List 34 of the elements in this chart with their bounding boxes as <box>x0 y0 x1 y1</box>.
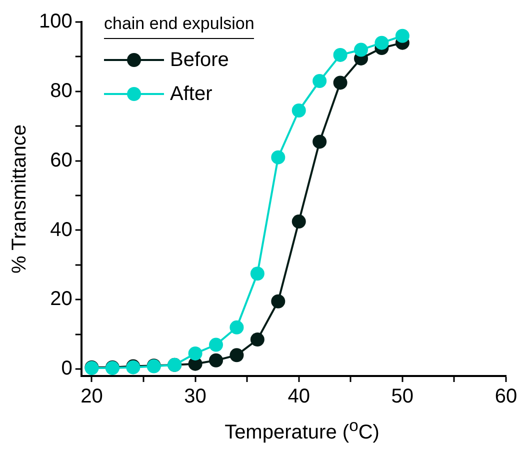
y-tick-label: 100 <box>38 10 72 33</box>
legend-label: After <box>170 82 212 106</box>
point <box>292 104 306 118</box>
x-tick-label: 50 <box>391 386 414 408</box>
point <box>209 353 224 368</box>
point <box>188 346 202 360</box>
y-tick-label: 80 <box>50 80 72 102</box>
point <box>209 338 224 352</box>
legend-title: chain end expulsion <box>104 14 254 39</box>
x-tick-label: 20 <box>80 386 103 408</box>
point <box>230 348 244 362</box>
y-tick-label: 0 <box>61 358 72 380</box>
point <box>271 294 286 308</box>
point <box>292 214 306 229</box>
x-tick-label: 60 <box>494 386 518 408</box>
point <box>333 76 348 90</box>
x-tick-label: 30 <box>184 386 206 408</box>
point <box>271 150 286 164</box>
point <box>395 28 410 43</box>
point <box>374 36 389 50</box>
y-tick-label: 60 <box>50 149 72 172</box>
point <box>354 42 368 57</box>
y-tick-label: 40 <box>50 218 72 241</box>
y-axis-title: % Transmittance <box>8 124 31 274</box>
point <box>250 266 264 281</box>
point <box>333 48 348 62</box>
point <box>312 134 327 149</box>
point <box>230 320 244 334</box>
x-tick-label: 40 <box>288 386 310 408</box>
x-axis-title: Temperature ($^{o}$C) <box>224 416 380 445</box>
legend-label: Before <box>170 48 229 72</box>
point <box>312 74 327 88</box>
y-tick-label: 20 <box>50 288 72 310</box>
point <box>250 332 264 347</box>
